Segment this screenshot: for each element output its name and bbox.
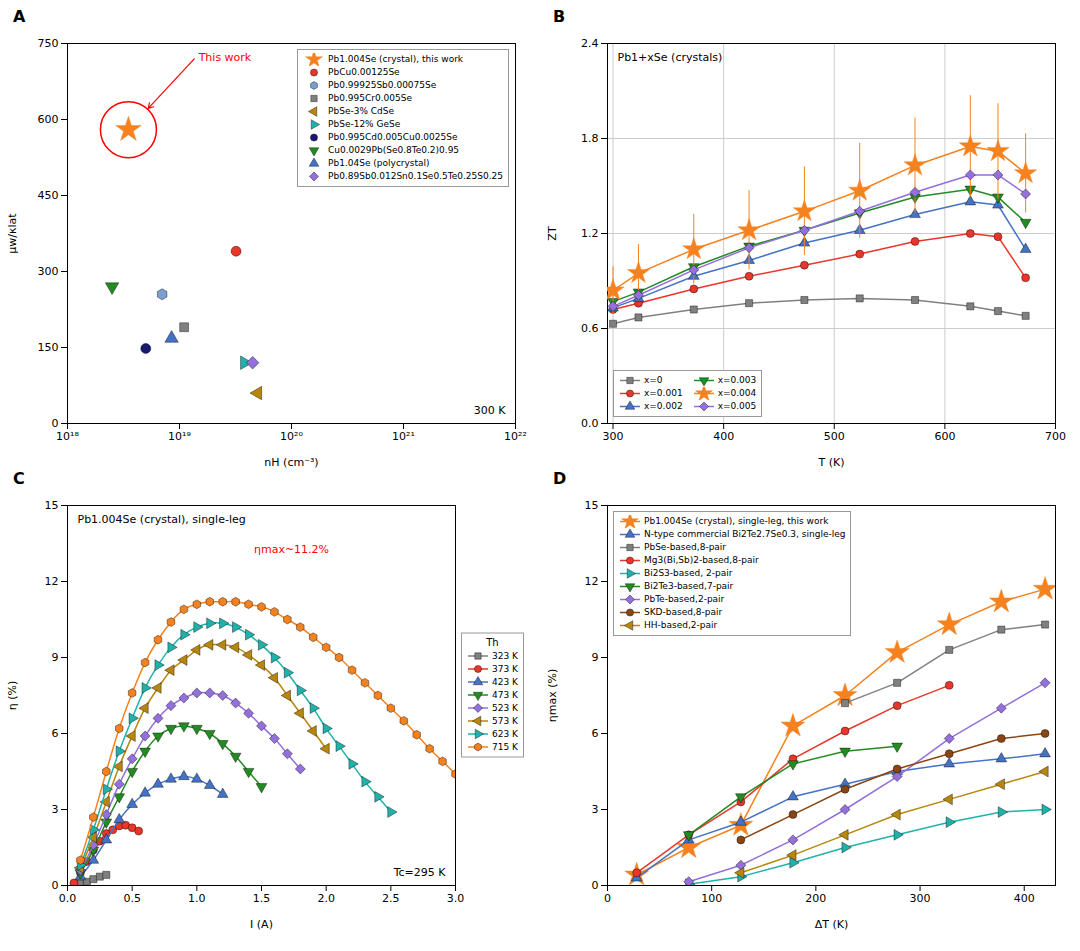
svg-text:2.5: 2.5 [382,892,400,905]
svg-text:nH (cm⁻³): nH (cm⁻³) [264,456,318,469]
html-text:473 K: 473 K [492,689,518,700]
svg-text:10¹⁸: 10¹⁸ [56,430,79,443]
html-text:Pb0.995Cd0.005Cu0.0025Se: Pb0.995Cd0.005Cu0.0025Se [328,132,458,142]
html-text:PbTe-based,2-pair: PbTe-based,2-pair [644,594,725,604]
svg-text:600: 600 [38,113,59,126]
svg-text:9: 9 [52,651,59,664]
svg-text:1.2: 1.2 [581,227,599,240]
svg-text:700: 700 [1045,430,1066,443]
svg-text:1.0: 1.0 [188,892,206,905]
svg-text:400: 400 [713,430,734,443]
svg-text:500: 500 [824,430,845,443]
html-text:Pb1.04Se (polycrystal): Pb1.04Se (polycrystal) [328,158,430,168]
svg-text:400: 400 [1014,892,1035,905]
svg-text:15: 15 [585,499,599,512]
html-text:PbCu0.00125Se: PbCu0.00125Se [328,67,400,77]
svg-text:0: 0 [52,417,59,430]
svg-text:Tc=295 K: Tc=295 K [393,866,447,879]
svg-text:0: 0 [592,879,599,892]
html-text:x=0.003: x=0.003 [717,375,757,385]
svg-text:150: 150 [38,341,59,354]
svg-text:ΔT (K): ΔT (K) [815,918,849,931]
html-text:Pb0.89Sb0.012Sn0.1Se0.5Te0.25S: Pb0.89Sb0.012Sn0.1Se0.5Te0.25S0.25 [328,171,503,181]
svg-text:300 K: 300 K [474,404,506,417]
html-text:HH-based,2-pair: HH-based,2-pair [644,620,718,630]
html-text:A: A [13,7,26,26]
svg-text:ηmax~11.2%: ηmax~11.2% [254,543,329,556]
svg-text:6: 6 [592,727,599,740]
svg-text:750: 750 [38,37,59,50]
html-text:Pb0.99925Sb0.00075Se: Pb0.99925Sb0.00075Se [328,80,437,90]
svg-text:300: 300 [910,892,931,905]
html-text:715 K: 715 K [492,741,518,752]
html-text:423 K: 423 K [492,676,518,687]
svg-text:300: 300 [603,430,624,443]
html-text:373 K: 373 K [492,663,518,674]
html-text:323 K: 323 K [492,650,518,661]
svg-text:10²¹: 10²¹ [392,430,415,443]
html-text:N-type commercial Bi2Te2.7Se0.: N-type commercial Bi2Te2.7Se0.3, single-… [644,529,846,539]
svg-text:η (%): η (%) [6,681,19,711]
html-text:SKD-based,8-pair: SKD-based,8-pair [644,607,723,617]
html-text:623 K: 623 K [492,728,518,739]
html-text:x=0: x=0 [644,375,663,385]
html-text:Bi2Te3-based,7-pair: Bi2Te3-based,7-pair [644,581,734,591]
svg-text:ηmax (%): ηmax (%) [546,669,559,722]
svg-text:T (K): T (K) [817,456,844,469]
svg-text:μw/κlat: μw/κlat [6,213,19,254]
svg-text:3: 3 [592,803,599,816]
svg-text:12: 12 [585,575,599,588]
html-text:x=0.002: x=0.002 [644,401,683,411]
html-text:Bi2S3-based, 2-pair: Bi2S3-based, 2-pair [644,568,733,578]
svg-text:This work: This work [198,51,252,64]
svg-text:300: 300 [38,265,59,278]
html-text:x=0.004: x=0.004 [717,388,757,398]
svg-text:100: 100 [701,892,722,905]
html-text:PbSe-based,8-pair: PbSe-based,8-pair [644,542,727,552]
html-text:x=0.001: x=0.001 [644,388,683,398]
html-text:523 K: 523 K [492,702,518,713]
html-text:Pb1.004Se (crystal), single-le: Pb1.004Se (crystal), single-leg, this wo… [644,516,829,526]
svg-text:12: 12 [45,575,59,588]
svg-text:0: 0 [52,879,59,892]
svg-text:6: 6 [52,727,59,740]
svg-text:9: 9 [592,651,599,664]
svg-text:15: 15 [45,499,59,512]
html-text:Mg3(Bi,Sb)2-based,8-pair: Mg3(Bi,Sb)2-based,8-pair [644,555,759,565]
svg-text:3.0: 3.0 [447,892,465,905]
svg-text:0.0: 0.0 [581,417,599,430]
svg-text:10²⁰: 10²⁰ [280,430,303,443]
svg-text:10²²: 10²² [504,430,527,443]
html-text:B: B [553,7,566,26]
svg-text:1.8: 1.8 [581,132,599,145]
svg-text:Pb1+xSe (crystals): Pb1+xSe (crystals) [618,51,723,64]
svg-text:0.0: 0.0 [59,892,77,905]
svg-text:600: 600 [934,430,955,443]
svg-text:Pb1.004Se (crystal), single-le: Pb1.004Se (crystal), single-leg [78,513,246,526]
html-text:PbSe-3% CdSe: PbSe-3% CdSe [328,106,395,116]
svg-text:ZT: ZT [546,226,559,241]
html-text:x=0.005: x=0.005 [717,401,757,411]
svg-text:I (A): I (A) [250,918,273,931]
svg-text:0.5: 0.5 [123,892,140,905]
html-text:Cu0.0029Pb(Se0.8Te0.2)0.95: Cu0.0029Pb(Se0.8Te0.2)0.95 [328,145,460,155]
svg-text:2.0: 2.0 [317,892,335,905]
html-text:Pb0.995Cr0.005Se: Pb0.995Cr0.005Se [328,93,412,103]
svg-text:450: 450 [38,189,59,202]
html-text:D: D [553,469,567,488]
svg-text:10¹⁹: 10¹⁹ [168,430,191,443]
html-text:573 K: 573 K [492,715,518,726]
svg-text:0.6: 0.6 [581,322,599,335]
svg-text:3: 3 [52,803,59,816]
svg-text:200: 200 [805,892,826,905]
html-text:PbSe-12% GeSe: PbSe-12% GeSe [328,119,401,129]
svg-text:0: 0 [604,892,611,905]
html-text:C: C [13,469,25,488]
svg-text:2.4: 2.4 [581,37,599,50]
html-text:Th: Th [486,636,499,648]
html-text:Pb1.004Se (crystal), this work: Pb1.004Se (crystal), this work [328,54,464,64]
svg-text:1.5: 1.5 [253,892,271,905]
